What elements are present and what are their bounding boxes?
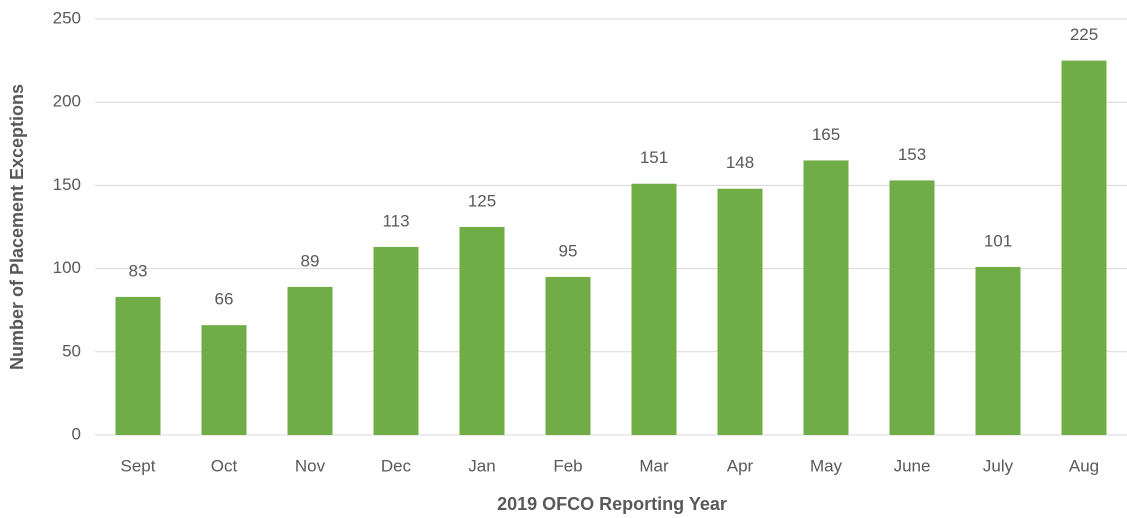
y-tick-label: 0: [72, 424, 81, 443]
y-axis-title: Number of Placement Exceptions: [7, 84, 27, 370]
data-label: 225: [1070, 25, 1098, 44]
data-label: 83: [129, 261, 148, 280]
y-tick-label: 100: [53, 258, 81, 277]
x-axis-title: 2019 OFCO Reporting Year: [497, 494, 727, 514]
data-label: 125: [468, 191, 496, 210]
bar: [373, 246, 419, 435]
bar: [287, 286, 333, 435]
data-label: 148: [726, 153, 754, 172]
x-tick-label: Aug: [1069, 456, 1099, 475]
bar: [717, 188, 763, 435]
x-tick-label: July: [983, 456, 1014, 475]
data-label: 101: [984, 231, 1012, 250]
x-tick-label: June: [894, 456, 931, 475]
bar: [459, 227, 505, 435]
y-tick-label: 250: [53, 8, 81, 27]
bar: [631, 183, 677, 435]
x-tick-label: Mar: [639, 456, 669, 475]
bar: [115, 296, 161, 435]
y-tick-label: 200: [53, 92, 81, 111]
bar: [201, 325, 247, 435]
data-label: 95: [559, 241, 578, 260]
x-tick-label: Jan: [468, 456, 495, 475]
data-label: 153: [898, 145, 926, 164]
x-tick-label: Dec: [381, 456, 412, 475]
y-tick-label: 50: [62, 341, 81, 360]
data-label: 89: [301, 251, 320, 270]
data-label: 66: [215, 290, 234, 309]
data-label: 151: [640, 148, 668, 167]
x-tick-label: Nov: [295, 456, 326, 475]
y-tick-label: 150: [53, 175, 81, 194]
x-tick-label: Apr: [727, 456, 754, 475]
bar: [545, 276, 591, 435]
bar: [889, 180, 935, 435]
x-tick-label: Sept: [121, 456, 156, 475]
bar: [975, 266, 1021, 435]
data-label: 165: [812, 125, 840, 144]
x-tick-label: Oct: [211, 456, 238, 475]
bar: [803, 160, 849, 435]
data-label: 113: [382, 211, 409, 230]
x-tick-label: Feb: [553, 456, 582, 475]
x-tick-label: May: [810, 456, 843, 475]
bar: [1061, 60, 1107, 435]
